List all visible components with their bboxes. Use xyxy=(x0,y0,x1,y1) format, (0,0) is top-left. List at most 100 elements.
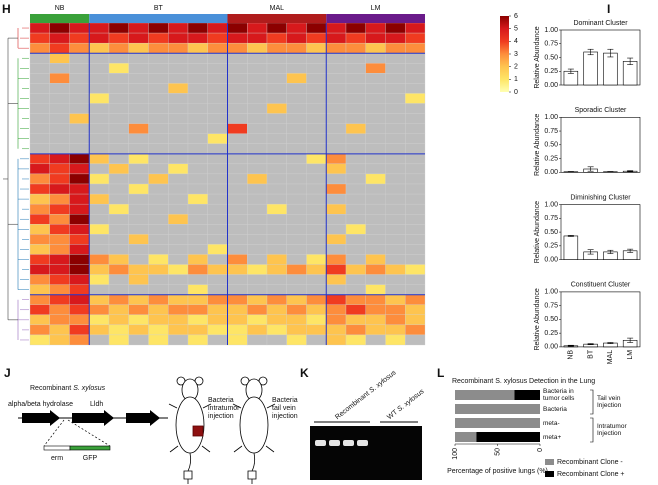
gel-band xyxy=(329,440,340,446)
heat-cell xyxy=(187,304,208,315)
body xyxy=(239,396,269,454)
heat-cell xyxy=(326,163,347,175)
heat-cell xyxy=(108,163,129,175)
heat-cell xyxy=(49,73,70,84)
heat-cell xyxy=(89,93,110,104)
empty-cell xyxy=(148,214,169,225)
heat-cell xyxy=(326,274,347,285)
colorbar-label: 1 xyxy=(514,76,518,83)
heat-cell xyxy=(69,153,90,165)
empty-cell xyxy=(69,143,90,154)
empty-cell xyxy=(29,93,50,104)
heat-cell xyxy=(49,254,70,265)
empty-cell xyxy=(306,93,327,104)
heat-cell xyxy=(286,314,307,326)
empty-cell xyxy=(345,203,366,215)
empty-cell xyxy=(187,83,208,94)
heat-cell xyxy=(345,314,366,326)
heat-cell xyxy=(227,32,248,44)
heat-cell xyxy=(49,334,70,346)
heat-cell xyxy=(207,314,228,326)
lane-label: WT S. xylosus xyxy=(386,388,426,421)
insert-guide xyxy=(67,419,111,447)
x-tick-label: 100 xyxy=(452,448,459,460)
heat-cell xyxy=(326,304,347,315)
empty-cell xyxy=(326,113,347,124)
empty-cell xyxy=(365,334,386,346)
colorbar-label: 2 xyxy=(514,64,518,71)
heat-cell xyxy=(326,203,347,215)
heat-cell xyxy=(365,294,386,305)
heat-cell xyxy=(148,294,169,305)
heat-cell xyxy=(286,42,307,54)
heat-cell xyxy=(128,183,149,195)
heat-cell xyxy=(286,294,307,305)
legend-label: Recombinant Clone - xyxy=(557,459,623,466)
heat-cell xyxy=(89,22,110,34)
empty-cell xyxy=(266,284,287,295)
heat-cell xyxy=(69,274,90,285)
heat-cell xyxy=(29,183,50,195)
empty-cell xyxy=(306,334,327,346)
group-bar xyxy=(326,14,425,23)
empty-cell xyxy=(89,83,110,94)
legend-label: Recombinant Clone + xyxy=(557,471,625,478)
empty-cell xyxy=(148,234,169,245)
empty-cell xyxy=(227,214,248,225)
group-label: LM xyxy=(371,5,381,12)
empty-cell xyxy=(89,183,110,195)
group-label: BT xyxy=(154,5,164,12)
heat-cell xyxy=(49,284,70,295)
empty-cell xyxy=(108,53,129,64)
empty-cell xyxy=(266,63,287,74)
empty-cell xyxy=(247,183,268,195)
empty-cell xyxy=(405,83,426,94)
group-label: MAL xyxy=(270,5,285,12)
heat-cell xyxy=(227,22,248,34)
heat-cell xyxy=(247,314,268,326)
empty-cell xyxy=(227,284,248,295)
empty-cell xyxy=(345,244,366,255)
group-label: NB xyxy=(55,5,65,12)
heat-cell xyxy=(345,22,366,34)
plot-frame xyxy=(560,117,641,173)
heat-cell xyxy=(326,294,347,305)
heat-cell xyxy=(29,224,50,235)
empty-cell xyxy=(187,153,208,165)
empty-cell xyxy=(286,63,307,74)
bar-segment xyxy=(476,432,540,442)
heat-cell xyxy=(227,264,248,275)
heat-cell xyxy=(385,324,406,336)
empty-cell xyxy=(247,214,268,225)
heat-cell xyxy=(266,324,287,336)
heat-cell xyxy=(365,264,386,275)
heat-cell xyxy=(128,123,149,134)
empty-cell xyxy=(286,143,307,154)
empty-cell xyxy=(266,334,287,346)
empty-cell xyxy=(385,83,406,94)
heat-cell xyxy=(128,234,149,245)
empty-cell xyxy=(148,183,169,195)
empty-cell xyxy=(286,214,307,225)
empty-cell xyxy=(247,153,268,165)
group-label: Tail vein Injection xyxy=(597,395,622,409)
empty-cell xyxy=(345,284,366,295)
empty-cell xyxy=(345,254,366,265)
empty-cell xyxy=(405,254,426,265)
plot-frame xyxy=(560,291,641,348)
empty-cell xyxy=(266,153,287,165)
empty-cell xyxy=(247,203,268,215)
empty-cell xyxy=(29,113,50,124)
empty-cell xyxy=(365,83,386,94)
empty-cell xyxy=(227,143,248,154)
heat-cell xyxy=(385,32,406,44)
heat-cell xyxy=(365,32,386,44)
heat-cell xyxy=(405,304,426,315)
heat-cell xyxy=(148,173,169,185)
heat-cell xyxy=(29,193,50,205)
heat-cell xyxy=(49,214,70,225)
heat-cell xyxy=(286,304,307,315)
empty-cell xyxy=(168,73,189,84)
empty-cell xyxy=(128,193,149,205)
empty-cell xyxy=(326,93,347,104)
